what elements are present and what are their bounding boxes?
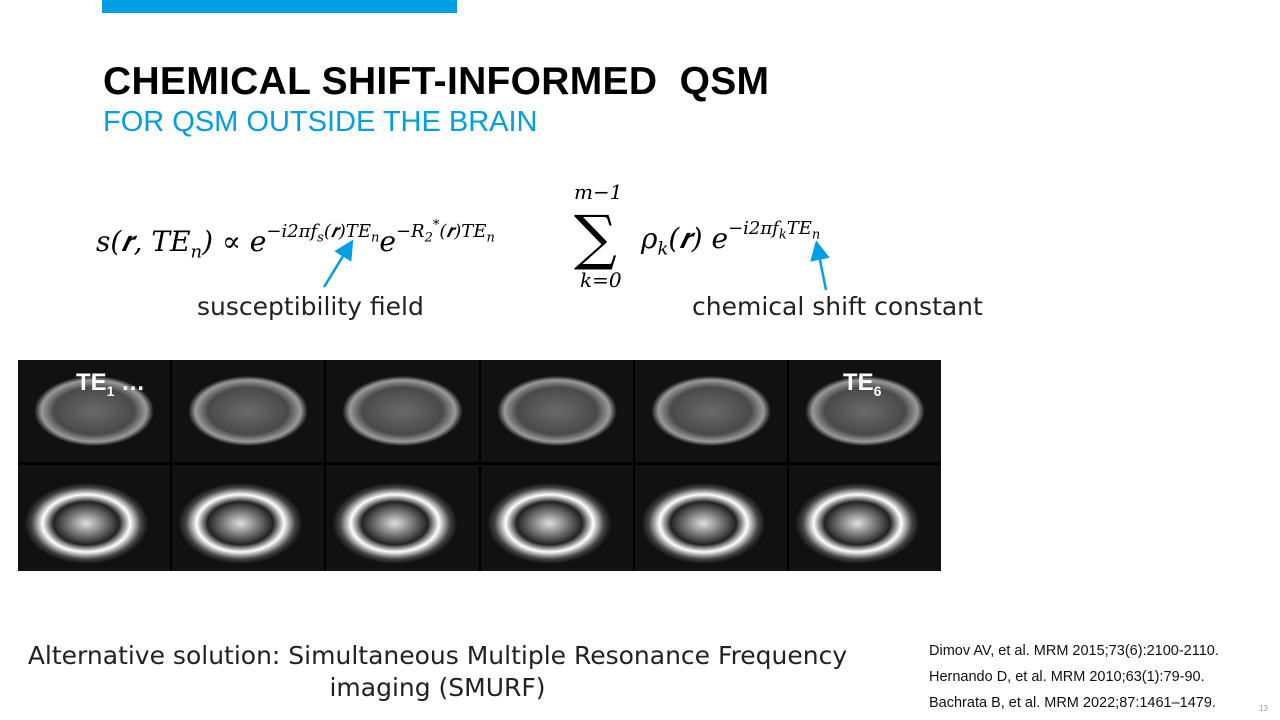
sum-upper-limit: m−1 (574, 180, 623, 204)
magnitude-image (172, 360, 325, 462)
signal-equation: s(𝒓, TEn) ∝ e−i2πfs(𝒓)TEne−R2*(𝒓)TEn m−1… (96, 180, 896, 292)
alternative-solution-text: Alternative solution: Simultaneous Multi… (20, 640, 855, 704)
magnitude-image (788, 360, 941, 462)
magnitude-image (480, 360, 633, 462)
label-susceptibility-field: susceptibility field (197, 292, 424, 321)
equation-rhs: ρk(𝒓) e−i2πfkTEn (641, 218, 821, 260)
label-chemical-shift-constant: chemical shift constant (692, 292, 983, 321)
phase-image (172, 465, 325, 571)
references: Dimov AV, et al. MRM 2015;73(6):2100-211… (929, 638, 1219, 716)
mri-image-grid (18, 360, 941, 571)
alternative-line-2: imaging (SMURF) (329, 673, 546, 702)
phase-image (788, 465, 941, 571)
label-te6: TE6 (843, 369, 882, 399)
magnitude-image (18, 360, 171, 462)
alternative-line-1: Alternative solution: Simultaneous Multi… (27, 641, 848, 670)
slide-title: CHEMICAL SHIFT-INFORMED QSM (103, 60, 770, 103)
arrow-susceptibility (322, 239, 354, 288)
magnitude-image (634, 360, 787, 462)
phase-image (480, 465, 633, 571)
phase-image (326, 465, 479, 571)
phase-image (634, 465, 787, 571)
sum-lower-limit: k=0 (580, 268, 622, 292)
slide-subtitle: FOR QSM OUTSIDE THE BRAIN (103, 106, 538, 138)
accent-bar (102, 0, 457, 13)
sum-symbol: ∑ (574, 203, 617, 273)
reference-item: Bachrata B, et al. MRM 2022;87:1461–1479… (929, 695, 1216, 711)
phase-image (18, 465, 171, 571)
arrow-chemical-shift (810, 240, 830, 291)
equation-lhs: s(𝒓, TEn) ∝ e−i2πfs(𝒓)TEne−R2*(𝒓)TEn (96, 218, 495, 263)
magnitude-image (326, 360, 479, 462)
reference-item: Dimov AV, et al. MRM 2015;73(6):2100-211… (929, 643, 1219, 659)
page-number: 13 (1259, 704, 1268, 713)
label-te1: TE1 … (76, 369, 146, 399)
reference-item: Hernando D, et al. MRM 2010;63(1):79-90. (929, 669, 1205, 685)
